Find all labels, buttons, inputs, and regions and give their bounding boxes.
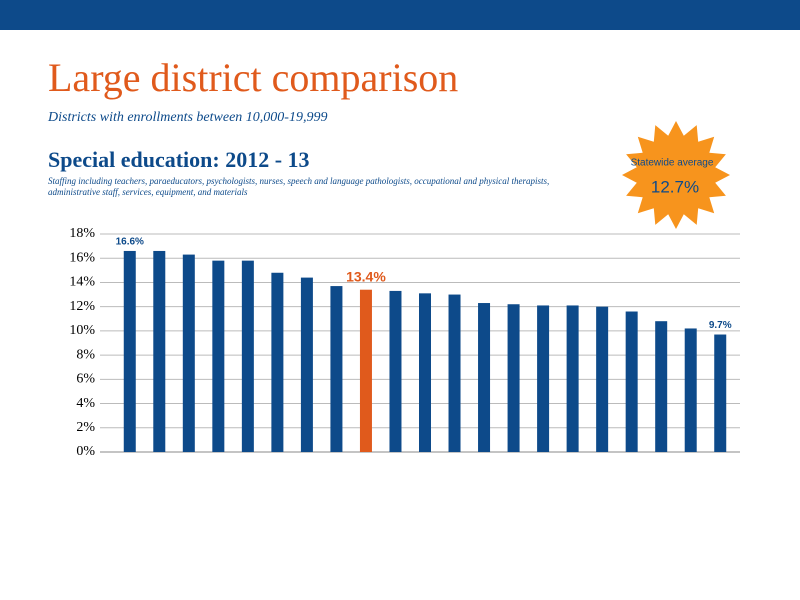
- y-tick-label: 8%: [76, 347, 95, 362]
- bar: [478, 303, 491, 452]
- header-bar: [0, 0, 800, 30]
- description: Staffing including teachers, paraeducato…: [48, 176, 550, 197]
- bar: [655, 321, 668, 452]
- y-tick-label: 4%: [76, 396, 95, 411]
- bar: [714, 334, 727, 452]
- bar: [300, 277, 313, 452]
- value-label: 9.7%: [709, 320, 732, 331]
- bar: [241, 260, 254, 452]
- description-box: Staffing including teachers, paraeducato…: [48, 176, 550, 197]
- subtitle: Districts with enrollments between 10,00…: [47, 110, 327, 125]
- bar: [182, 254, 195, 452]
- slide-title: Large district comparison: [48, 55, 458, 100]
- bar: [566, 305, 579, 452]
- bar: [419, 293, 431, 452]
- y-tick-label: 16%: [69, 250, 95, 265]
- bar: [625, 311, 638, 452]
- value-label: 16.6%: [116, 237, 144, 248]
- bar: [212, 260, 225, 452]
- bar: [123, 250, 136, 452]
- bar: [537, 305, 550, 452]
- bar: [330, 286, 343, 452]
- y-tick-label: 0%: [76, 444, 95, 459]
- badge-value: 12.7%: [651, 177, 699, 196]
- y-tick-label: 14%: [69, 275, 95, 290]
- bar: [389, 290, 402, 452]
- value-label: 13.4%: [346, 268, 386, 284]
- y-tick-label: 10%: [69, 323, 95, 338]
- heading: Special education: 2012 - 13: [48, 147, 310, 172]
- badge-label: Statewide average: [631, 158, 714, 169]
- y-tick-label: 2%: [76, 420, 95, 435]
- bar: [684, 328, 697, 452]
- bar: [448, 294, 461, 452]
- y-tick-label: 6%: [76, 372, 95, 387]
- y-tick-label: 18%: [69, 226, 95, 241]
- y-tick-label: 12%: [69, 299, 95, 314]
- bar: [596, 306, 609, 452]
- bar: [271, 272, 284, 452]
- bar: [359, 289, 372, 452]
- bar: [153, 250, 166, 452]
- badge-starburst: [622, 121, 730, 229]
- bar: [507, 304, 520, 452]
